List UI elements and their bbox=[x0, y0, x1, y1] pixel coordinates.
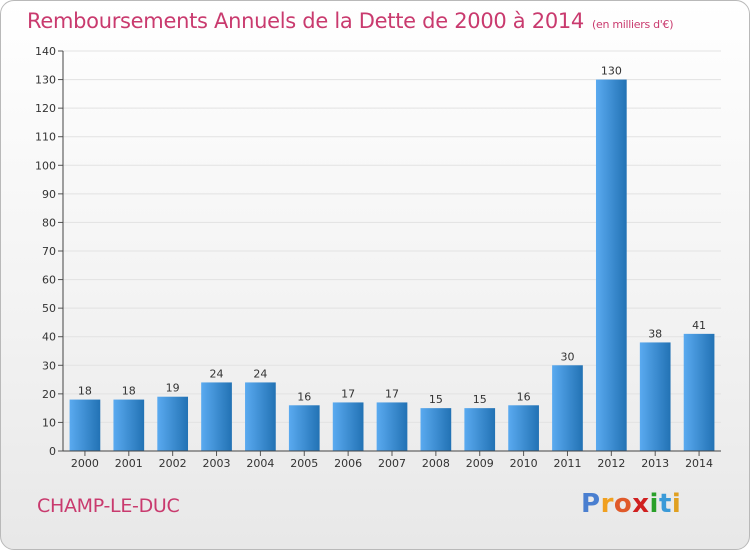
y-tick-label: 70 bbox=[42, 245, 56, 258]
logo-letter: r bbox=[600, 489, 614, 519]
data-label: 130 bbox=[601, 65, 622, 78]
y-tick-label: 0 bbox=[49, 445, 56, 458]
y-tick-label: 20 bbox=[42, 388, 56, 401]
logo-letter: o bbox=[613, 489, 633, 519]
chart-title: Remboursements Annuels de la Dette de 20… bbox=[27, 9, 673, 33]
data-label: 19 bbox=[166, 382, 180, 395]
chart-unit: (en milliers d'€) bbox=[592, 18, 674, 31]
y-tick-label: 10 bbox=[42, 416, 56, 429]
bar bbox=[245, 382, 276, 451]
x-tick-label: 2004 bbox=[246, 457, 274, 470]
y-tick-label: 40 bbox=[42, 331, 56, 344]
x-tick-label: 2013 bbox=[641, 457, 669, 470]
bar bbox=[595, 79, 627, 452]
y-tick-label: 100 bbox=[35, 159, 56, 172]
x-tick-label: 2002 bbox=[159, 457, 187, 470]
y-tick-label: 80 bbox=[42, 216, 56, 229]
data-label: 30 bbox=[560, 350, 574, 363]
x-tick-label: 2014 bbox=[685, 457, 713, 470]
y-tick-label: 50 bbox=[42, 302, 56, 315]
x-tick-label: 2012 bbox=[597, 457, 625, 470]
bar bbox=[113, 399, 145, 451]
place-name: CHAMP-LE-DUC bbox=[37, 495, 180, 517]
bars: 18 18 19 24 24 16 17 17 15 15 16 30 130 38 41 bbox=[69, 65, 715, 452]
y-tick-label: 140 bbox=[35, 45, 56, 58]
x-tick-label: 2011 bbox=[553, 457, 581, 470]
data-label: 16 bbox=[297, 390, 311, 403]
data-label: 17 bbox=[385, 387, 399, 400]
data-label: 16 bbox=[517, 390, 531, 403]
data-label: 17 bbox=[341, 387, 355, 400]
data-label: 15 bbox=[429, 393, 443, 406]
y-tick-label: 130 bbox=[35, 74, 56, 87]
x-tick-label: 2007 bbox=[378, 457, 406, 470]
bar bbox=[332, 402, 364, 451]
logo-letter: t bbox=[658, 489, 672, 519]
data-label: 41 bbox=[692, 319, 706, 332]
y-tick-label: 90 bbox=[42, 188, 56, 201]
logo-letter: i bbox=[649, 489, 659, 519]
y-tick-label: 30 bbox=[42, 359, 56, 372]
bar bbox=[639, 342, 671, 451]
bar bbox=[288, 405, 320, 451]
proxiti-logo: Proxiti bbox=[581, 489, 681, 519]
bar bbox=[420, 408, 452, 451]
logo-letter: P bbox=[581, 489, 601, 519]
y-tick-label: 110 bbox=[35, 131, 56, 144]
bar bbox=[157, 396, 189, 451]
data-label: 15 bbox=[473, 393, 487, 406]
x-tick-label: 2003 bbox=[203, 457, 231, 470]
bar bbox=[683, 333, 715, 451]
y-tick-label: 120 bbox=[35, 102, 56, 115]
data-label: 18 bbox=[78, 385, 92, 398]
data-label: 18 bbox=[122, 385, 136, 398]
logo-letter: i bbox=[671, 489, 682, 519]
x-tick-label: 2008 bbox=[422, 457, 450, 470]
x-tick-label: 2001 bbox=[115, 457, 143, 470]
axes: 0 10 20 30 40 50 60 70 80 90 100 110 120 130 140 2000 20… bbox=[35, 45, 721, 470]
x-tick-label: 2006 bbox=[334, 457, 362, 470]
y-tick-label: 60 bbox=[42, 274, 56, 287]
bar bbox=[201, 382, 232, 451]
x-tick-label: 2009 bbox=[466, 457, 494, 470]
x-tick-label: 2010 bbox=[510, 457, 538, 470]
data-label: 38 bbox=[648, 327, 662, 340]
bar bbox=[464, 408, 496, 451]
x-tick-label: 2005 bbox=[290, 457, 318, 470]
data-label: 24 bbox=[210, 367, 224, 380]
logo-letter: x bbox=[632, 489, 650, 519]
bar bbox=[552, 365, 583, 451]
bar bbox=[69, 399, 101, 451]
chart-title-text: Remboursements Annuels de la Dette de 20… bbox=[27, 9, 584, 33]
data-label: 24 bbox=[253, 367, 267, 380]
bar bbox=[508, 405, 539, 451]
bar bbox=[376, 402, 408, 451]
x-tick-label: 2000 bbox=[71, 457, 99, 470]
